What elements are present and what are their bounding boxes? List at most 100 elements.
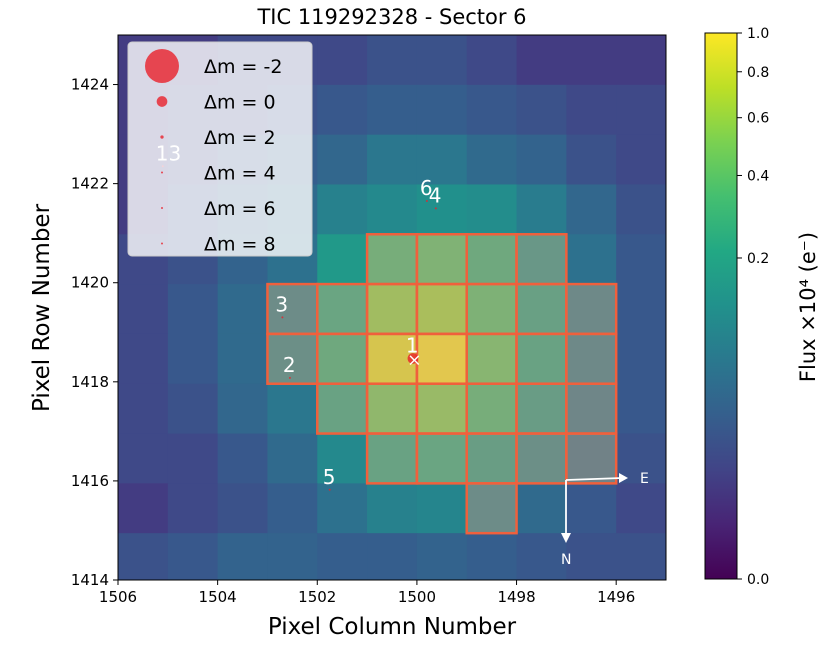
aperture-pixel [365,382,419,435]
colorbar-tick-label: 0.6 [747,111,769,127]
aperture-pixel [365,282,419,336]
heatmap-cell [616,234,666,285]
heatmap-cell [516,383,567,435]
y-axis-label: Pixel Row Number [29,203,55,412]
y-axis-ticks: 1414 1416 1418 1420 1422 1424 [71,76,118,589]
aperture-pixel [465,382,518,435]
legend-marker [145,49,179,83]
heatmap-cell [566,284,617,335]
legend-label: Δm = 0 [204,92,276,114]
heatmap-cell [367,234,418,285]
colorbar-ticks: 0.0 0.2 0.4 0.6 0.8 1.0 [737,26,769,588]
heatmap-cell [466,383,518,435]
colorbar-gradient [704,32,738,580]
aperture-pixel [515,332,568,385]
heatmap-cell [267,383,318,435]
heatmap-cell [516,533,567,580]
heatmap-cell [416,184,468,235]
heatmap-cell [416,134,468,186]
heatmap-cell [367,433,418,484]
heatmap-cell [466,184,518,235]
aperture-pixel [316,282,369,336]
heatmap-cell [516,35,567,86]
heatmap-cell [167,284,219,335]
heatmap-cell [367,483,418,534]
heatmap-cell [466,234,518,285]
heatmap-cell [367,184,418,235]
heatmap-cell [616,134,666,186]
chart-title: TIC 119292328 - Sector 6 [256,5,526,29]
heatmap-cell [167,433,219,484]
heatmap-cell [466,35,518,86]
colorbar-tick-label: 0.0 [747,572,769,588]
heatmap-cell [416,234,468,285]
legend-label: Δm = 2 [204,127,276,149]
aperture-pixel [316,382,369,435]
y-tick-label: 1418 [71,373,109,391]
heatmap-cell [317,383,368,435]
heatmap-cell [616,184,666,235]
star-marker [425,200,428,202]
heatmap-cell [267,333,318,385]
heatmap-cell [217,483,269,534]
star-label: 3 [275,292,288,316]
aperture-pixel [415,233,468,286]
heatmap-cell [616,383,666,435]
heatmap-cell [616,433,666,484]
heatmap-cell [416,84,468,136]
heatmap [118,35,666,580]
colorbar-label: Flux ×10⁴ (e⁻) [796,232,820,382]
aperture-pixel [515,282,568,336]
aperture-pixel [465,432,518,485]
heatmap-cell [416,284,468,335]
aperture-pixel [415,382,468,435]
x-axis-ticks: 1506 1504 1502 1500 1498 1496 [99,580,635,606]
heatmap-cell [118,433,169,484]
aperture-pixel [565,332,618,385]
heatmap-cell [317,483,368,534]
heatmap-cell [466,333,518,385]
heatmap-cell [167,533,219,580]
heatmap-cell [466,134,518,186]
aperture-pixel [565,382,618,435]
legend-label: Δm = 4 [204,163,276,185]
heatmap-cell [317,284,368,335]
star-label: 2 [283,353,296,377]
legend-marker [156,96,168,107]
heatmap-cell [367,134,418,186]
aperture-pixel [316,332,369,385]
heatmap-cell [167,333,219,385]
star-markers: 12345613× [156,141,442,491]
plot-area: 12345613× [118,35,666,580]
x-tick-label: 1500 [398,588,436,606]
star-label: 5 [323,465,336,489]
legend-label: Δm = -2 [204,56,282,78]
colorbar-tick-label: 1.0 [747,26,769,42]
heatmap-cell [566,84,617,136]
colorbar-tick-label: 0.2 [747,251,769,267]
legend-box [127,41,313,257]
heatmap-cell [516,483,567,534]
compass-north-label: N [561,552,571,568]
heatmap-cell [566,333,617,385]
heatmap-cell [118,533,169,580]
heatmap-cell [367,284,418,335]
star-label: 6 [420,176,433,200]
x-tick-label: 1502 [298,588,336,606]
heatmap-cell [367,383,418,435]
aperture-pixel [515,382,568,435]
aperture-pixel [515,432,568,485]
aperture-pixel [415,282,468,336]
heatmap-cell [416,383,468,435]
heatmap-cell [466,433,518,484]
heatmap-cell [217,333,269,385]
x-tick-label: 1496 [597,588,635,606]
heatmap-cell [566,383,617,435]
compass-east-arrowhead [619,473,628,483]
heatmap-cell [317,433,368,484]
aperture-pixel [565,432,618,485]
heatmap-cell [416,35,468,86]
heatmap-cell [616,84,666,136]
heatmap-cell [616,284,666,335]
